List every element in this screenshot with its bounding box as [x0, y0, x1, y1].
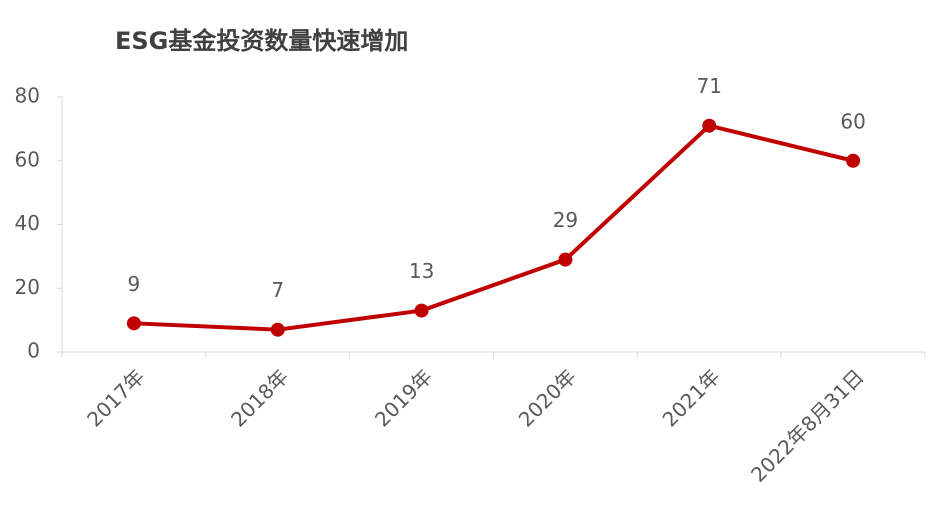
data-label: 60: [840, 109, 865, 133]
x-tick-label: 2018年: [226, 364, 293, 431]
data-label: 9: [128, 272, 141, 296]
data-label: 13: [409, 259, 434, 283]
data-label: 7: [271, 278, 284, 302]
point: [846, 153, 861, 168]
y-tick-label: 60: [15, 147, 40, 171]
y-tick-label: 80: [15, 84, 40, 108]
data-label: 71: [697, 74, 722, 98]
x-tick-label: 2021年: [658, 364, 725, 431]
y-tick-label: 40: [15, 211, 40, 235]
y-tick-label: 20: [15, 275, 40, 299]
point: [558, 252, 573, 267]
y-tick-label: 0: [27, 339, 40, 363]
data-label: 29: [553, 208, 578, 232]
x-tick-label: 2019年: [370, 364, 437, 431]
point: [270, 322, 285, 337]
x-tick-label: 2020年: [514, 364, 581, 431]
series-line: [133, 123, 854, 332]
x-tick-label: 2022年8月31日: [746, 364, 868, 486]
point: [126, 316, 141, 331]
point: [702, 118, 717, 133]
x-tick-label: 2017年: [82, 364, 149, 431]
chart-title: ESG基金投资数量快速增加: [115, 27, 408, 55]
point: [414, 303, 429, 318]
